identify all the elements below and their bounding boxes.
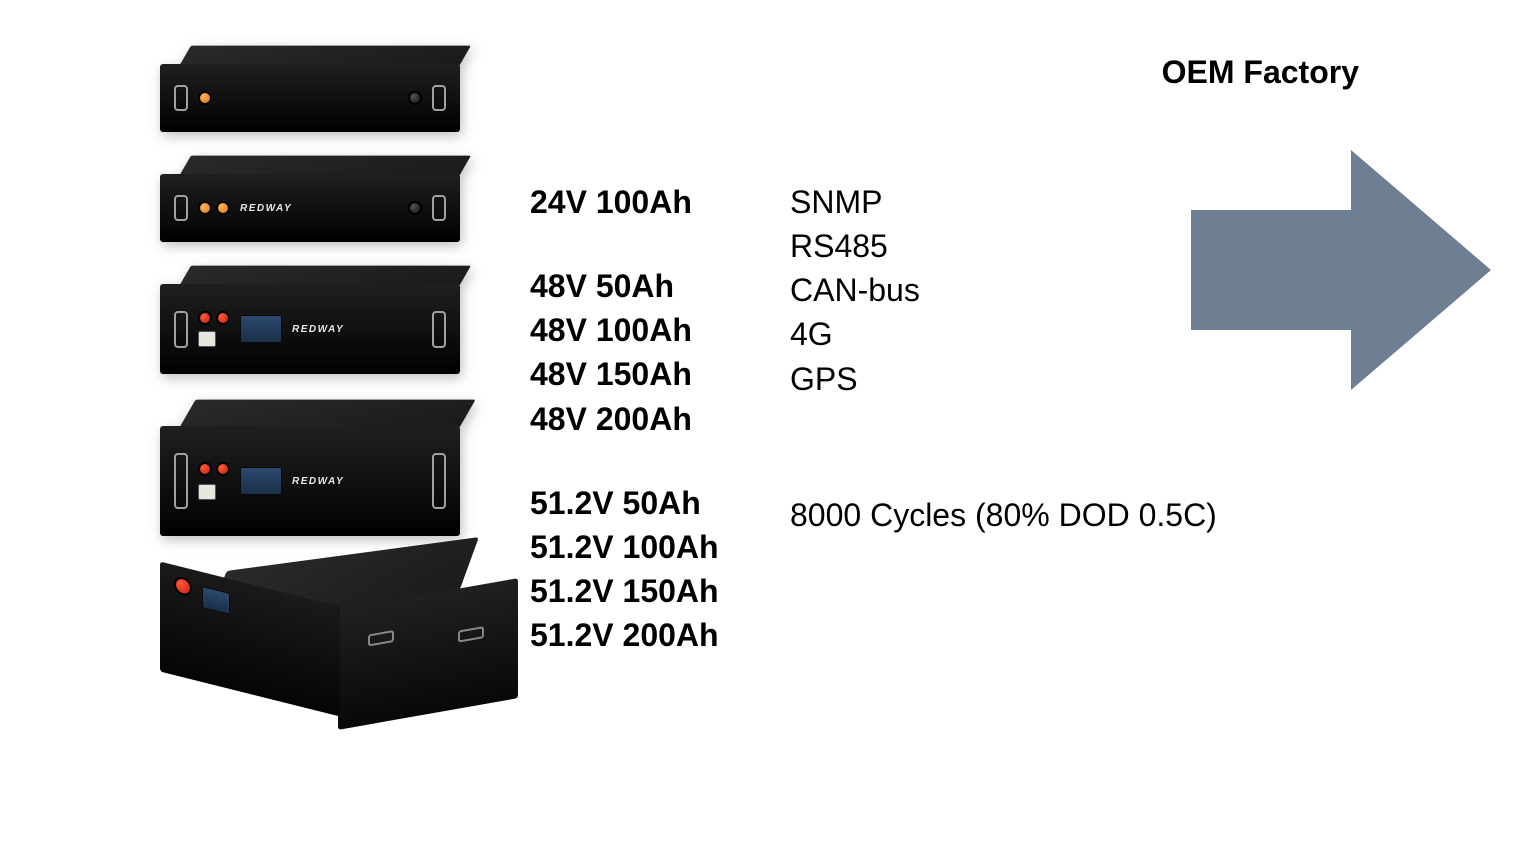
spec-item: 51.2V 200Ah bbox=[530, 613, 790, 657]
lcd-screen-icon bbox=[240, 315, 282, 343]
spec-group-51v: 51.2V 50Ah 51.2V 100Ah 51.2V 150Ah 51.2V… bbox=[530, 481, 790, 658]
battery-unit-1 bbox=[160, 40, 460, 132]
terminal-icon bbox=[198, 91, 212, 105]
handle-icon bbox=[174, 195, 188, 221]
lcd-screen-icon bbox=[202, 586, 230, 615]
terminal-icon bbox=[198, 462, 212, 476]
spec-item: 51.2V 50Ah bbox=[530, 481, 790, 525]
spec-group-48v: 48V 50Ah 48V 100Ah 48V 150Ah 48V 200Ah bbox=[530, 264, 790, 441]
handle-icon bbox=[432, 85, 446, 111]
switch-icon bbox=[198, 331, 216, 347]
spec-item: 48V 100Ah bbox=[530, 308, 790, 352]
terminal-icon bbox=[216, 201, 230, 215]
connector-icon bbox=[408, 91, 422, 105]
handle-icon bbox=[432, 311, 446, 348]
handle-icon bbox=[174, 453, 188, 509]
battery-unit-3: REDWAY bbox=[160, 260, 460, 374]
terminal-icon bbox=[174, 575, 192, 597]
terminal-icon bbox=[216, 462, 230, 476]
handle-icon bbox=[174, 311, 188, 348]
switch-icon bbox=[198, 484, 216, 500]
battery-unit-4: REDWAY bbox=[160, 392, 460, 536]
spec-item: 51.2V 150Ah bbox=[530, 569, 790, 613]
handle-icon bbox=[368, 630, 394, 647]
handle-icon bbox=[432, 195, 446, 221]
cycles-text: 8000 Cycles (80% DOD 0.5C) bbox=[790, 497, 1501, 534]
terminal-icon bbox=[198, 311, 212, 325]
spec-item: 48V 150Ah bbox=[530, 352, 790, 396]
battery-unit-2: REDWAY bbox=[160, 150, 460, 242]
spec-item: 48V 50Ah bbox=[530, 264, 790, 308]
arrow-shape bbox=[1191, 150, 1491, 390]
handle-icon bbox=[174, 85, 188, 111]
spec-group-24v: 24V 100Ah bbox=[530, 180, 790, 224]
arrow-right-icon bbox=[1191, 150, 1491, 390]
brand-logo: REDWAY bbox=[292, 476, 344, 487]
handle-icon bbox=[458, 626, 484, 643]
handle-icon bbox=[432, 453, 446, 509]
brand-logo: REDWAY bbox=[292, 324, 344, 335]
spec-item: 51.2V 100Ah bbox=[530, 525, 790, 569]
oem-factory-label: OEM Factory bbox=[1162, 54, 1359, 91]
battery-unit-5 bbox=[160, 554, 480, 714]
lcd-screen-icon bbox=[240, 467, 282, 495]
specs-column: 24V 100Ah 48V 50Ah 48V 100Ah 48V 150Ah 4… bbox=[500, 40, 790, 817]
spec-item: 24V 100Ah bbox=[530, 180, 790, 224]
terminal-icon bbox=[198, 201, 212, 215]
brand-logo: REDWAY bbox=[240, 203, 292, 214]
connector-icon bbox=[408, 201, 422, 215]
battery-image-column: REDWAY REDWAY bbox=[160, 40, 500, 817]
terminal-icon bbox=[216, 311, 230, 325]
spec-item: 48V 200Ah bbox=[530, 397, 790, 441]
